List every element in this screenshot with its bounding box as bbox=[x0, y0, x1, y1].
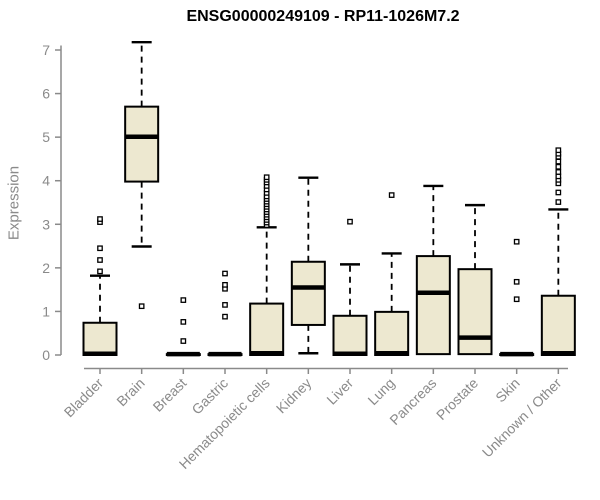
outlier-point bbox=[347, 218, 353, 225]
y-tick-label: 0 bbox=[42, 347, 50, 363]
box-rect bbox=[332, 314, 368, 357]
x-category-label: Brain bbox=[113, 375, 147, 409]
y-tick-label: 6 bbox=[42, 86, 50, 102]
y-tick-label: 5 bbox=[42, 129, 50, 145]
outlier-point bbox=[555, 169, 562, 175]
y-tick-label: 3 bbox=[42, 216, 50, 232]
outlier-point bbox=[138, 303, 145, 310]
outlier-point bbox=[263, 174, 270, 181]
outlier-point bbox=[513, 278, 520, 285]
outlier-point bbox=[555, 199, 562, 205]
outlier-point bbox=[97, 268, 103, 275]
x-category-label: Kidney bbox=[273, 375, 315, 417]
outlier-point bbox=[222, 270, 228, 277]
y-tick-label: 1 bbox=[42, 303, 50, 319]
outlier-point bbox=[555, 163, 562, 170]
outlier-point bbox=[180, 297, 187, 303]
box-rect bbox=[290, 260, 326, 326]
box-group-gastric bbox=[207, 270, 243, 357]
y-tick-label: 2 bbox=[42, 260, 50, 276]
box-group-hematopoietic-cells bbox=[249, 174, 285, 356]
x-category-label: Liver bbox=[323, 375, 356, 408]
outlier-point bbox=[222, 313, 228, 320]
x-category-label: Lung bbox=[364, 375, 397, 408]
x-category-label: Breast bbox=[150, 375, 190, 415]
box-group-brain bbox=[124, 40, 160, 310]
outlier-point bbox=[555, 158, 562, 165]
outlier-point bbox=[388, 192, 395, 198]
box-group-breast bbox=[165, 297, 201, 357]
outlier-point bbox=[180, 319, 187, 325]
outlier-point bbox=[97, 245, 103, 252]
outlier-point bbox=[555, 147, 562, 154]
box-group-prostate bbox=[457, 203, 493, 356]
outlier-point bbox=[222, 282, 228, 288]
y-tick-label: 4 bbox=[42, 173, 50, 189]
box-rect bbox=[249, 302, 285, 356]
outlier-point bbox=[513, 238, 520, 245]
box-rect bbox=[415, 255, 451, 356]
y-tick-label: 7 bbox=[42, 42, 50, 58]
box-group-bladder bbox=[82, 216, 118, 356]
box-group-pancreas bbox=[415, 184, 451, 356]
outlier-point bbox=[180, 338, 187, 344]
outlier-point bbox=[513, 296, 520, 303]
x-category-label: Prostate bbox=[433, 375, 481, 423]
box-group-lung bbox=[374, 192, 410, 357]
box-rect bbox=[82, 321, 118, 356]
box-group-liver bbox=[332, 218, 368, 357]
chart-title: ENSG00000249109 - RP11-1026M7.2 bbox=[186, 8, 460, 25]
box-group-kidney bbox=[290, 176, 326, 355]
x-category-label: Skin bbox=[492, 375, 523, 406]
box-rect bbox=[374, 310, 410, 357]
box-rect bbox=[124, 105, 160, 183]
outlier-point bbox=[222, 302, 228, 308]
x-category-label: Bladder bbox=[61, 375, 107, 421]
outlier-point bbox=[97, 257, 103, 263]
outlier-point bbox=[97, 216, 103, 222]
x-category-label: Unknown / Other bbox=[479, 375, 565, 461]
box-rect bbox=[457, 268, 493, 356]
box-group-unknown-other bbox=[540, 147, 576, 356]
outlier-point bbox=[555, 189, 562, 196]
box-group-skin bbox=[499, 238, 535, 357]
box-rect bbox=[540, 294, 576, 356]
